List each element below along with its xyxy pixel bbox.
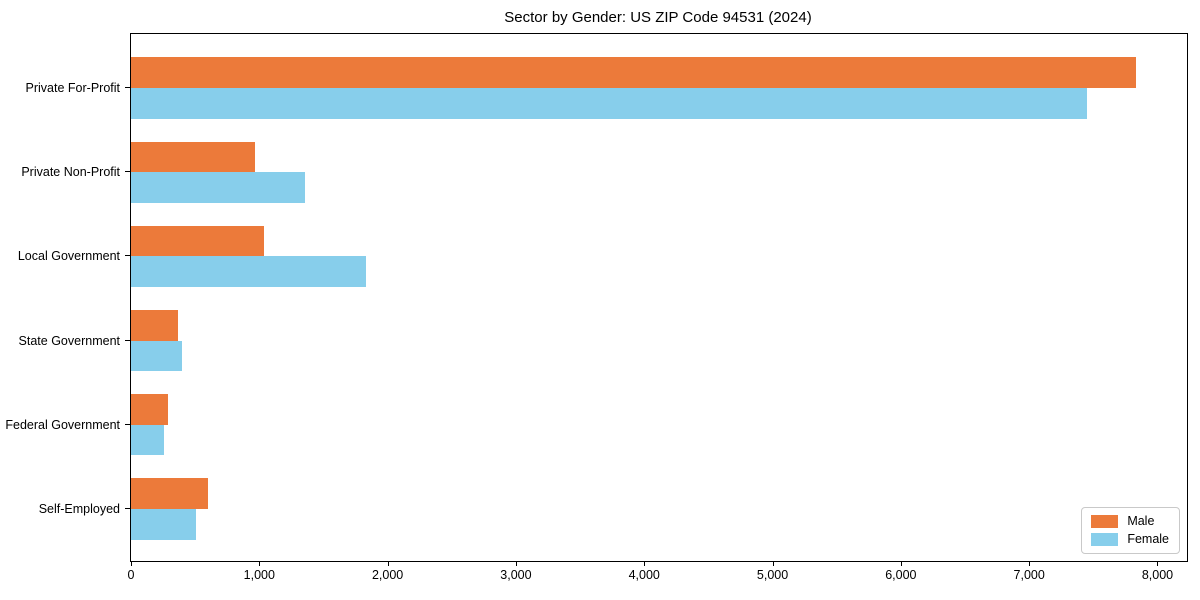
x-tick-label-8: 8,000 <box>1141 568 1174 582</box>
legend-item-female: Female <box>1091 533 1169 546</box>
y-tick-mark-3 <box>125 339 130 341</box>
bar-male-1 <box>131 141 256 173</box>
bar-male-2 <box>131 225 264 257</box>
x-tick-mark-8 <box>1157 562 1159 566</box>
x-tick-label-0: 0 <box>127 568 135 582</box>
y-tick-mark-4 <box>125 423 130 425</box>
x-tick-mark-7 <box>1029 562 1031 566</box>
x-tick-mark-0 <box>131 562 132 566</box>
y-tick-mark-2 <box>125 255 130 257</box>
y-axis-label-4: Federal Government <box>5 417 120 432</box>
legend-label-female: Female <box>1127 532 1169 546</box>
bar-male-4 <box>131 394 169 425</box>
y-tick-mark-5 <box>125 508 130 509</box>
x-tick-mark-2 <box>387 562 389 566</box>
x-tick-label-3: 3,000 <box>500 568 532 582</box>
x-tick-label-7: 7,000 <box>1013 568 1045 582</box>
x-tick-label-2: 2,000 <box>371 568 404 582</box>
legend-swatch-male-icon <box>1091 515 1119 528</box>
x-tick-mark-5 <box>772 562 774 566</box>
bar-female-4 <box>131 424 164 456</box>
y-axis-label-3: State Government <box>18 333 120 348</box>
legend-label-male: Male <box>1127 514 1155 528</box>
x-tick-mark-3 <box>515 562 517 566</box>
bar-female-2 <box>131 256 366 287</box>
legend-item-male: Male <box>1091 515 1169 528</box>
x-tick-mark-1 <box>259 562 261 566</box>
bar-male-0 <box>131 57 1136 88</box>
bar-female-0 <box>131 88 1087 119</box>
chart-title: Sector by Gender: US ZIP Code 94531 (202… <box>504 9 812 26</box>
bar-female-3 <box>131 340 183 372</box>
x-tick-label-5: 5,000 <box>756 568 789 582</box>
y-axis-label-0: Private For-Profit <box>25 81 120 95</box>
x-tick-label-4: 4,000 <box>628 568 660 582</box>
x-tick-mark-6 <box>900 562 902 566</box>
y-axis-label-1: Private Non-Profit <box>21 165 120 180</box>
x-tick-mark-4 <box>644 562 646 566</box>
plot-area: Male Female <box>130 33 1188 562</box>
x-tick-label-6: 6,000 <box>885 568 917 582</box>
y-tick-mark-0 <box>125 87 130 88</box>
legend: Male Female <box>1081 507 1180 554</box>
bar-male-5 <box>131 478 208 509</box>
legend-swatch-female-icon <box>1091 533 1119 546</box>
x-tick-label-1: 1,000 <box>243 568 275 582</box>
y-tick-mark-1 <box>125 171 130 173</box>
bar-female-5 <box>131 509 196 540</box>
bar-male-3 <box>131 310 179 341</box>
bar-female-1 <box>131 172 305 203</box>
y-axis-label-2: Local Government <box>17 249 120 264</box>
y-axis-label-5: Self-Employed <box>38 502 120 516</box>
